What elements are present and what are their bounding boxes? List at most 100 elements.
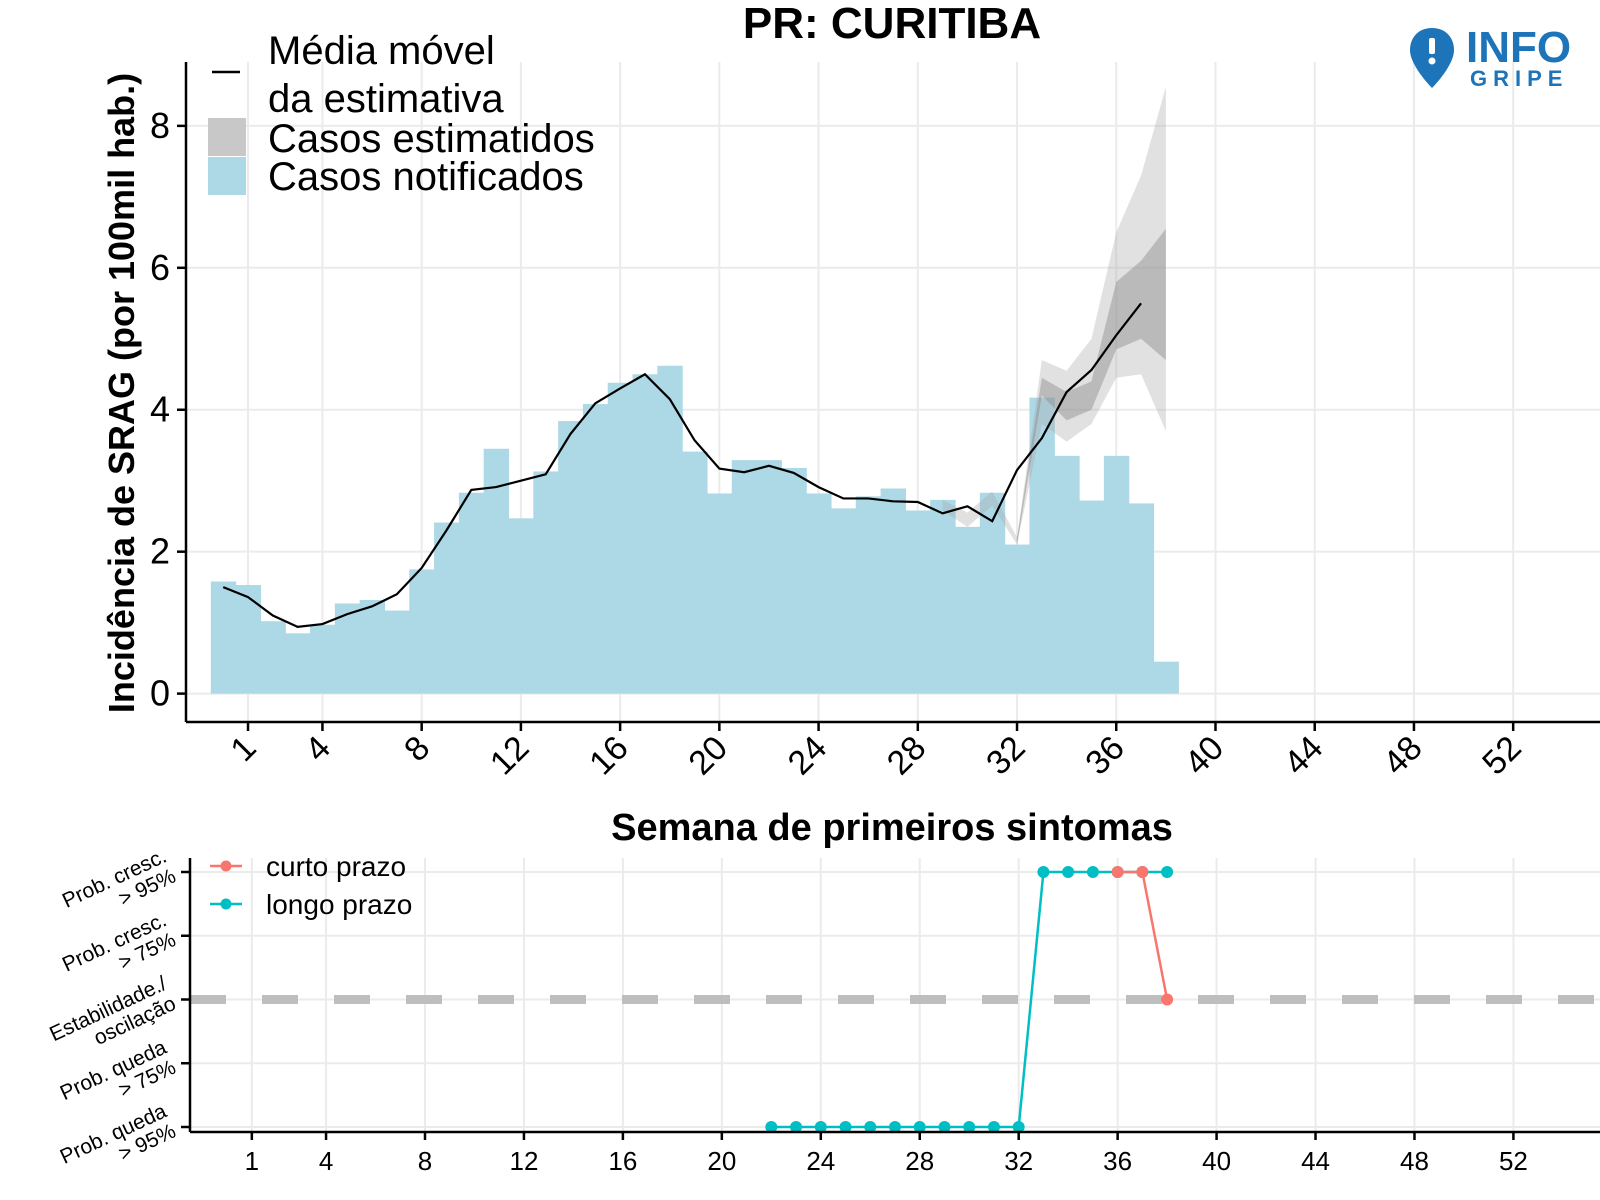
notified-bar: [409, 569, 435, 694]
infogripe-logo: INFO GRIPE: [1410, 23, 1571, 91]
trend-point: [987, 1121, 1000, 1133]
x-tick-label: 32: [1004, 1146, 1033, 1176]
x-tick-label: 32: [979, 729, 1033, 783]
notified-bar: [806, 493, 832, 694]
map-pin-exclamation-icon: [1410, 28, 1454, 88]
notified-bar: [260, 621, 286, 694]
notified-bar: [979, 492, 1006, 694]
x-tick-label: 1: [245, 1146, 259, 1176]
notified-bar: [781, 467, 807, 694]
notified-bar: [756, 460, 782, 694]
x-tick-label: 44: [1277, 729, 1331, 783]
trend-point: [790, 1121, 803, 1133]
notified-bar: [508, 518, 534, 694]
x-tick-label: 16: [582, 729, 636, 783]
estimate-band-inner: [1017, 228, 1166, 545]
x-axis-label: Semana de primeiros sintomas: [611, 807, 1173, 849]
top-legend: Média móvel da estimativa Casos estimati…: [208, 29, 595, 199]
trend-point: [1062, 866, 1075, 878]
notified-bar: [483, 448, 510, 694]
notified-bar: [930, 499, 956, 694]
x-tick-label: 48: [1400, 1146, 1429, 1176]
notified-bars: [210, 365, 1179, 694]
x-tick-label: 12: [483, 729, 537, 783]
notified-bar: [880, 488, 907, 694]
y-tick-label: 8: [150, 105, 170, 146]
notified-bar: [434, 522, 460, 694]
notified-bar: [582, 404, 609, 694]
x-tick-label: 16: [608, 1146, 637, 1176]
notified-bar: [285, 633, 311, 694]
x-tick-label: 8: [418, 1146, 432, 1176]
x-tick-label: 28: [905, 1146, 934, 1176]
y-tick-label: 6: [150, 247, 170, 288]
notified-bar: [359, 599, 386, 694]
notified-bar: [657, 365, 683, 694]
legend-estimated-label: Casos estimatidos: [268, 117, 595, 161]
legend-moving-average-line2: da estimativa: [268, 77, 504, 121]
x-tick-label: 1: [223, 729, 263, 769]
trend-point: [1012, 1121, 1025, 1133]
x-tick-label: 20: [707, 1146, 736, 1176]
notified-bar: [458, 492, 485, 694]
legend-long-term-label: longo prazo: [266, 889, 412, 920]
notified-bar: [384, 610, 410, 694]
moving-average-line: [222, 302, 1142, 629]
notified-bar: [558, 421, 584, 694]
notified-bar: [1153, 661, 1179, 694]
top-panel-grid: [186, 62, 1600, 722]
legend-notified-key: [208, 157, 246, 195]
notified-bar: [905, 510, 931, 694]
trend-point: [1161, 993, 1174, 1006]
x-tick-label: 52: [1499, 1146, 1528, 1176]
x-tick-label: 40: [1202, 1146, 1231, 1176]
y-tick-label: 4: [150, 389, 170, 430]
x-tick-label: 40: [1178, 729, 1232, 783]
x-tick-label: 52: [1475, 729, 1529, 783]
x-tick-label: 44: [1301, 1146, 1330, 1176]
notified-bar: [607, 382, 634, 694]
estimate-bands: [942, 86, 1166, 545]
notified-bar: [1128, 503, 1155, 694]
notified-bar: [706, 493, 733, 694]
notified-bar: [1103, 455, 1130, 694]
notified-bar: [632, 374, 658, 694]
legend-notified-label: Casos notificados: [268, 155, 584, 199]
y-tick-label: 0: [150, 673, 170, 714]
bottom-legend: curto prazo longo prazo: [210, 851, 412, 920]
chart-title: PR: CURITIBA: [743, 0, 1041, 48]
trend-point: [913, 1121, 926, 1133]
x-tick-label: 36: [1103, 1146, 1132, 1176]
trend-point: [1161, 866, 1174, 878]
x-tick-label: 28: [880, 729, 934, 783]
legend-estimated-key: [208, 118, 246, 156]
trend-point: [889, 1121, 901, 1133]
x-tick-label: 20: [681, 729, 735, 783]
x-tick-label: 24: [781, 729, 835, 783]
x-tick-label: 24: [806, 1146, 835, 1176]
notified-bar: [235, 585, 262, 694]
category-label: Prob. queda> 95%: [57, 1099, 180, 1188]
legend-long-term-dot: [220, 898, 232, 910]
x-tick-label: 48: [1376, 729, 1430, 783]
logo-text-info: INFO: [1466, 23, 1571, 72]
notified-bar: [955, 526, 981, 694]
notified-bar: [533, 471, 559, 694]
trend-point: [765, 1121, 778, 1133]
trend-point: [963, 1121, 976, 1133]
trend-point: [1037, 866, 1050, 878]
notified-bar: [682, 451, 708, 694]
trend-point: [814, 1121, 827, 1133]
legend-moving-average-line1: Média móvel: [268, 29, 495, 73]
notified-bar: [731, 460, 758, 694]
moving-average-layer: [222, 302, 1142, 629]
notified-bar: [1079, 500, 1105, 694]
trend-point: [1136, 866, 1149, 878]
notified-bar: [310, 624, 336, 694]
trend-point: [1111, 866, 1124, 878]
x-tick-label: 12: [509, 1146, 538, 1176]
legend-short-term-dot: [220, 860, 232, 872]
legend-short-term-label: curto prazo: [266, 851, 406, 882]
logo-text-gripe: GRIPE: [1470, 66, 1568, 91]
